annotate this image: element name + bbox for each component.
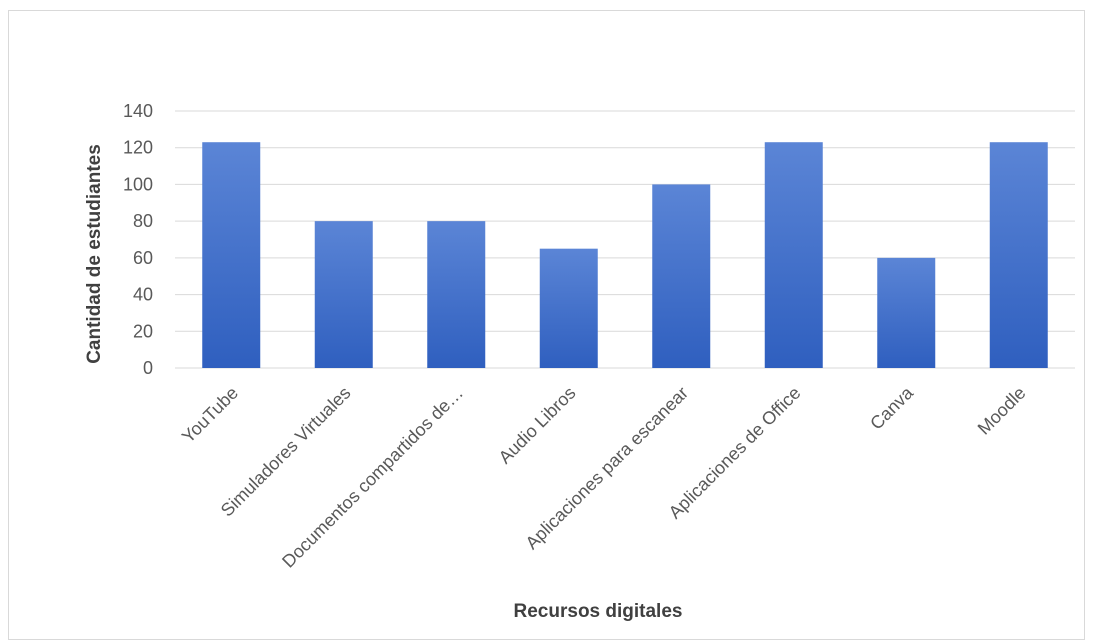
x-tick-label: YouTube [178, 383, 242, 447]
y-tick-label: 120 [123, 138, 153, 158]
x-tick-label: Documentos compartidos de… [278, 383, 467, 572]
y-tick-label: 0 [143, 358, 153, 378]
bar [989, 142, 1048, 368]
y-tick-label: 100 [123, 174, 153, 194]
bar [652, 184, 711, 368]
bar [539, 248, 598, 368]
x-axis-title: Recursos digitales [514, 601, 683, 622]
x-tick-label: Audio Libros [495, 383, 580, 468]
bar [877, 257, 936, 368]
x-tick-label: Canva [866, 382, 918, 434]
y-tick-label: 80 [133, 211, 153, 231]
x-tick-label: Moodle [974, 383, 1030, 439]
y-tick-label: 40 [133, 285, 153, 305]
x-tick-label: Simuladores Virtuales [217, 383, 355, 521]
y-tick-label: 60 [133, 248, 153, 268]
bar [202, 142, 261, 368]
bar [314, 221, 373, 368]
bars [202, 142, 1048, 368]
x-tick-label: Aplicaciones de Office [665, 383, 805, 523]
y-tick-label: 20 [133, 321, 153, 341]
bar [764, 142, 823, 368]
y-tick-labels: 0 20 40 60 80 100 120 140 [123, 101, 153, 378]
bar [427, 221, 486, 368]
y-axis-title: Cantidad de estudiantes [84, 144, 105, 364]
y-tick-label: 140 [123, 101, 153, 121]
gridlines [175, 110, 1075, 369]
